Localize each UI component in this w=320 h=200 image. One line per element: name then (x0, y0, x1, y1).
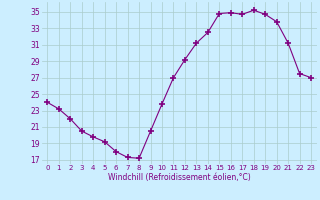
X-axis label: Windchill (Refroidissement éolien,°C): Windchill (Refroidissement éolien,°C) (108, 173, 251, 182)
